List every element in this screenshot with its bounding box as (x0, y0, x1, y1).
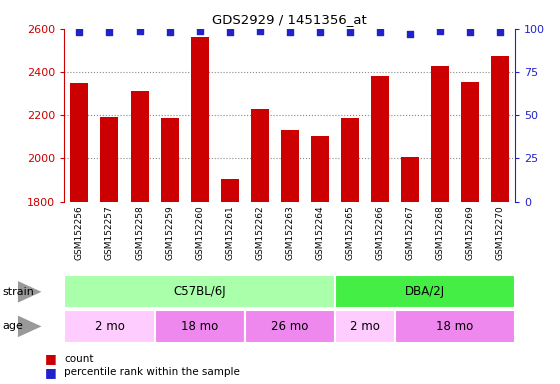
Bar (371, 76, 389, 202)
Point (165, 29, 174, 35)
Point (75, 29, 84, 35)
Text: GDS2929 / 1451356_at: GDS2929 / 1451356_at (212, 13, 367, 26)
Text: age: age (3, 321, 24, 331)
Text: 18 mo: 18 mo (181, 320, 218, 333)
Bar (64, 275, 335, 308)
Bar (401, 157, 419, 202)
Point (135, 27, 144, 33)
Point (436, 27, 445, 33)
Bar (281, 130, 299, 202)
Text: GSM152256: GSM152256 (75, 205, 84, 260)
Text: GSM152259: GSM152259 (165, 205, 174, 260)
Bar (190, 38, 209, 202)
Bar (335, 275, 515, 308)
Text: GSM152265: GSM152265 (346, 205, 354, 260)
Bar (395, 310, 515, 343)
Text: ■: ■ (45, 353, 56, 366)
Bar (100, 118, 119, 202)
Point (466, 29, 475, 35)
Point (286, 29, 295, 35)
Polygon shape (18, 316, 41, 337)
Point (405, 31, 414, 37)
Text: C57BL/6J: C57BL/6J (174, 285, 226, 298)
Text: 2 mo: 2 mo (95, 320, 124, 333)
Polygon shape (18, 281, 41, 303)
Bar (251, 109, 269, 202)
Text: GSM152257: GSM152257 (105, 205, 114, 260)
Text: GSM152268: GSM152268 (436, 205, 445, 260)
Text: GSM152267: GSM152267 (405, 205, 414, 260)
Text: DBA/2J: DBA/2J (405, 285, 445, 298)
Bar (155, 310, 245, 343)
Text: GSM152261: GSM152261 (225, 205, 234, 260)
Bar (161, 118, 179, 202)
Text: ■: ■ (45, 366, 56, 379)
Text: 18 mo: 18 mo (436, 320, 474, 333)
Text: GSM152266: GSM152266 (375, 205, 385, 260)
Point (195, 27, 204, 33)
Point (375, 29, 384, 35)
Text: GSM152269: GSM152269 (465, 205, 475, 260)
Text: GSM152263: GSM152263 (285, 205, 295, 260)
Text: 26 mo: 26 mo (271, 320, 309, 333)
Point (315, 29, 324, 35)
Bar (311, 136, 329, 202)
Bar (245, 310, 335, 343)
Bar (64, 310, 155, 343)
Point (225, 29, 234, 35)
Bar (461, 82, 479, 202)
Text: GSM152262: GSM152262 (255, 205, 264, 260)
Point (346, 29, 354, 35)
Text: 2 mo: 2 mo (350, 320, 380, 333)
Bar (71, 83, 88, 202)
Bar (130, 91, 148, 202)
Bar (221, 179, 239, 202)
Text: count: count (64, 354, 94, 364)
Bar (335, 310, 395, 343)
Point (105, 29, 114, 35)
Point (496, 29, 505, 35)
Bar (341, 118, 359, 202)
Bar (491, 56, 509, 202)
Text: strain: strain (3, 287, 35, 297)
Text: GSM152258: GSM152258 (135, 205, 144, 260)
Point (255, 27, 264, 33)
Text: GSM152260: GSM152260 (195, 205, 204, 260)
Bar (431, 66, 449, 202)
Text: GSM152264: GSM152264 (315, 205, 324, 260)
Text: percentile rank within the sample: percentile rank within the sample (64, 367, 240, 377)
Text: GSM152270: GSM152270 (496, 205, 505, 260)
